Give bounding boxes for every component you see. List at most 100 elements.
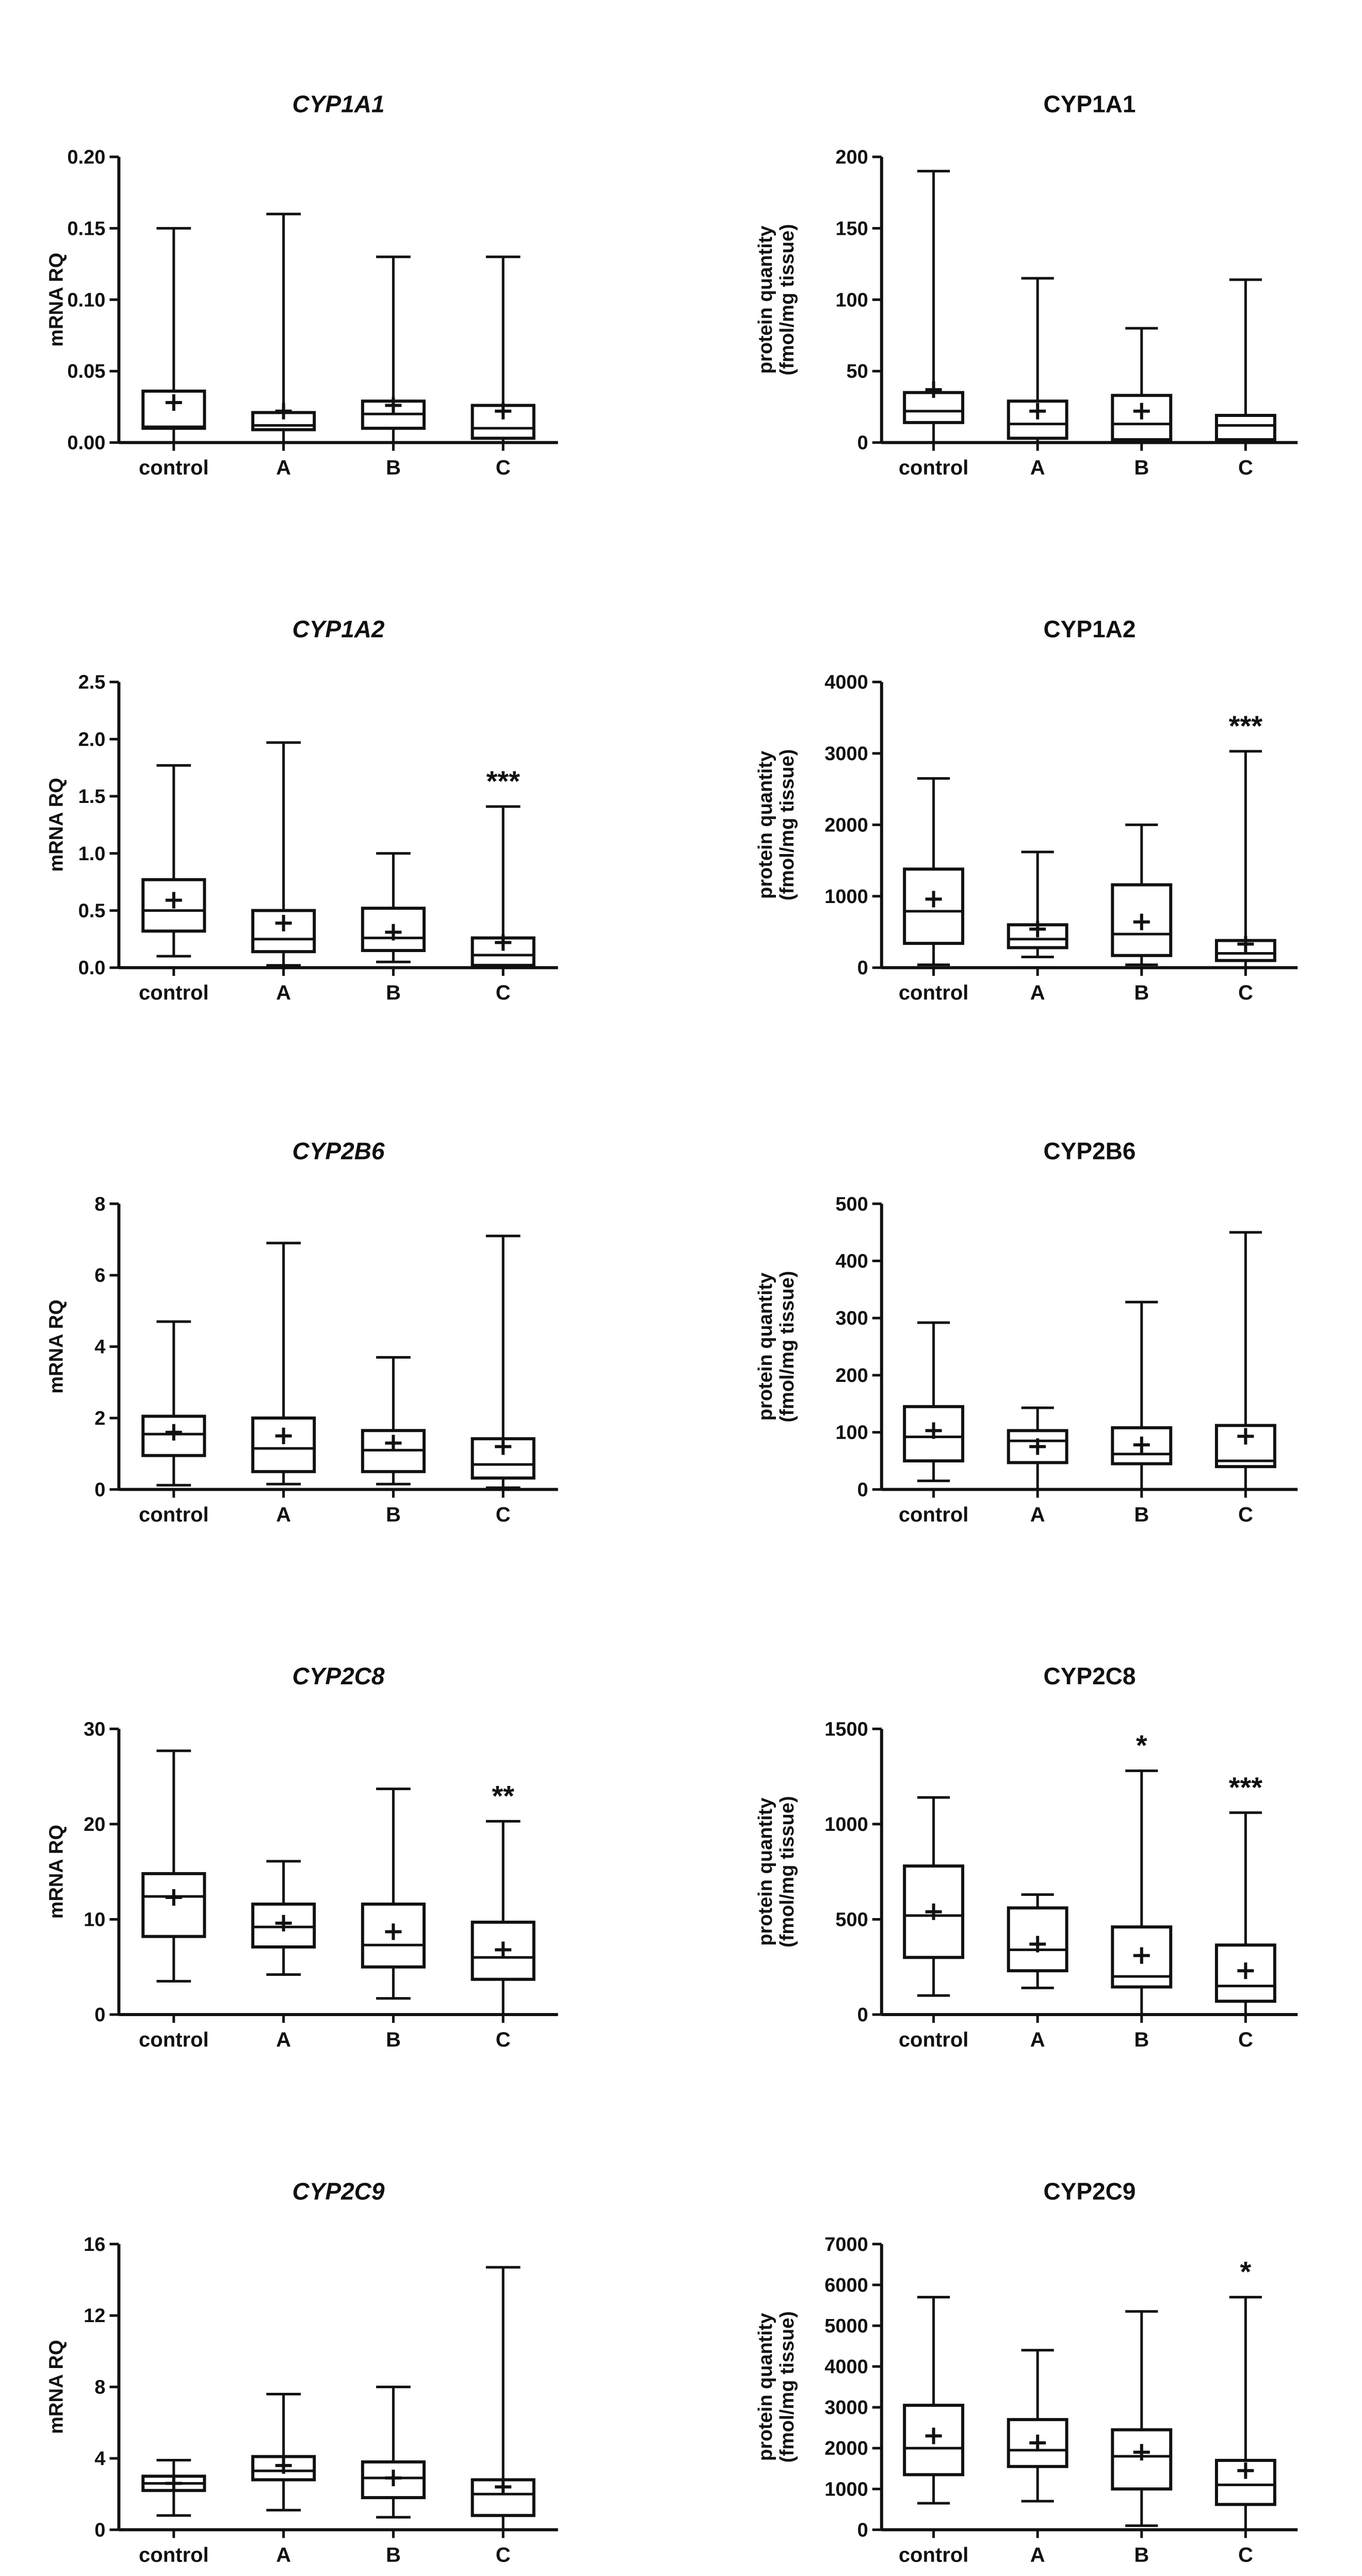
y-tick-label: 0.00 xyxy=(67,432,105,454)
category-label-control: control xyxy=(899,1503,969,1526)
box-b xyxy=(361,1788,426,2000)
category-label-a: A xyxy=(276,1503,291,1526)
box-control xyxy=(903,2296,965,2505)
y-tick-label: 2000 xyxy=(824,814,868,836)
box-b: * xyxy=(1111,1729,1173,2016)
y-tick-label: 0 xyxy=(857,1479,868,1501)
chart-title: CYP2C8 xyxy=(293,1663,385,1689)
y-axis-label: protein quantity xyxy=(755,1273,776,1421)
category-label-c: C xyxy=(496,2543,511,2566)
panel-mrna-cyp2c9: CYP2C9 mRNA RQ 0 4 8 12 16 control A B C xyxy=(46,2178,558,2566)
significance-marker: *** xyxy=(1229,1771,1263,1804)
y-tick-label: 0.10 xyxy=(67,289,105,311)
significance-marker: *** xyxy=(1229,710,1263,742)
category-label-b: B xyxy=(1134,457,1149,479)
category-label-a: A xyxy=(276,2543,291,2566)
panel-protein-cyp2b6: CYP2B6 protein quantity (fmol/mg tissue) 0 1… xyxy=(755,1137,1298,1526)
category-label-b: B xyxy=(1134,1503,1149,1526)
y-tick-label: 1.0 xyxy=(78,843,106,865)
box-control xyxy=(141,764,206,958)
y-tick-label: 1000 xyxy=(824,1814,868,1836)
significance-marker: ** xyxy=(492,1779,514,1812)
y-tick-label: 300 xyxy=(835,1308,868,1329)
y-tick-label: 0 xyxy=(94,1479,105,1501)
panel-mrna-cyp1a1: CYP1A1 mRNA RQ 0.00 0.05 0.10 0.15 0.20 control… xyxy=(46,91,558,479)
y-tick-label: 2.0 xyxy=(78,729,106,750)
y-tick-label: 1000 xyxy=(824,886,868,908)
panel-mrna-cyp2c8: CYP2C8 mRNA RQ 0 10 20 30 control A B C ** xyxy=(46,1663,558,2051)
box-c: ** xyxy=(471,1779,536,2016)
y-tick-label: 1.5 xyxy=(78,786,106,808)
y-tick-label: 10 xyxy=(84,1909,105,1930)
chart-title: CYP2C9 xyxy=(1044,2178,1136,2204)
chart-title: CYP1A2 xyxy=(1044,616,1136,642)
iqr-box xyxy=(1214,414,1276,442)
box-control xyxy=(141,227,206,444)
chart-title: CYP2B6 xyxy=(1044,1137,1136,1164)
category-label-c: C xyxy=(496,457,511,479)
category-label-a: A xyxy=(276,981,291,1004)
category-label-c: C xyxy=(496,2028,511,2051)
y-tick-label: 200 xyxy=(835,1365,868,1387)
y-axis-label: protein quantity xyxy=(755,226,776,374)
box-c xyxy=(471,1234,536,1489)
category-label-c: C xyxy=(1238,1503,1253,1526)
box-control xyxy=(141,1320,206,1487)
y-axis-label: (fmol/mg tissue) xyxy=(776,224,798,375)
category-label-b: B xyxy=(386,2543,401,2566)
y-tick-label: 5000 xyxy=(824,2315,868,2337)
box-control xyxy=(141,2458,206,2517)
y-tick-label: 2.5 xyxy=(78,672,106,694)
category-label-a: A xyxy=(276,2028,291,2051)
significance-marker: *** xyxy=(487,765,521,797)
category-label-a: A xyxy=(1030,2543,1045,2566)
y-tick-label: 0 xyxy=(94,2519,105,2541)
category-label-c: C xyxy=(1238,2028,1253,2051)
y-axis-label: (fmol/mg tissue) xyxy=(776,1271,798,1422)
box-b xyxy=(1111,327,1173,444)
y-tick-label: 6000 xyxy=(824,2275,868,2296)
box-a xyxy=(251,213,316,444)
box-b xyxy=(361,1356,426,1486)
chart-title: CYP1A1 xyxy=(1044,91,1136,118)
y-tick-label: 200 xyxy=(835,147,868,168)
y-tick-label: 4 xyxy=(94,2448,105,2470)
category-label-control: control xyxy=(899,2028,969,2051)
panel-protein-cyp2c8: CYP2C8 protein quantity (fmol/mg tissue) 0 5… xyxy=(755,1663,1298,2051)
category-label-b: B xyxy=(386,1503,401,1526)
y-tick-label: 3000 xyxy=(824,2397,868,2419)
y-axis-label: mRNA RQ xyxy=(46,778,68,872)
category-label-a: A xyxy=(1030,2028,1045,2051)
y-tick-label: 7000 xyxy=(824,2234,868,2256)
panel-protein-cyp1a1: CYP1A1 protein quantity (fmol/mg tissue) 0 5… xyxy=(755,91,1298,479)
iqr-box xyxy=(471,404,536,440)
iqr-box xyxy=(903,1864,965,1959)
iqr-box xyxy=(361,907,426,952)
iqr-box xyxy=(1111,1426,1173,1466)
box-a xyxy=(251,1860,316,1976)
category-label-a: A xyxy=(1030,981,1045,1004)
box-a xyxy=(251,1242,316,1486)
y-tick-label: 100 xyxy=(835,289,868,311)
box-b xyxy=(1111,1300,1173,1491)
chart-title: CYP2C8 xyxy=(1044,1663,1136,1689)
category-label-c: C xyxy=(496,981,511,1004)
y-axis-label: protein quantity xyxy=(755,2313,776,2461)
y-tick-label: 8 xyxy=(94,1194,105,1215)
chart-title: CYP2C9 xyxy=(293,2178,385,2204)
box-control xyxy=(903,777,965,967)
iqr-box xyxy=(361,1902,426,1969)
y-axis-label: (fmol/mg tissue) xyxy=(776,1796,798,1947)
y-axis-label: mRNA RQ xyxy=(46,253,68,347)
box-a xyxy=(251,2392,316,2511)
y-tick-label: 0.0 xyxy=(78,957,106,979)
category-label-b: B xyxy=(386,2028,401,2051)
y-tick-label: 2000 xyxy=(824,2438,868,2459)
iqr-box xyxy=(251,1416,316,1473)
category-label-b: B xyxy=(1134,2028,1149,2051)
box-b xyxy=(1111,823,1173,967)
box-c: *** xyxy=(1214,1771,1276,2016)
category-label-a: A xyxy=(1030,457,1045,479)
y-tick-label: 0 xyxy=(857,2004,868,2026)
